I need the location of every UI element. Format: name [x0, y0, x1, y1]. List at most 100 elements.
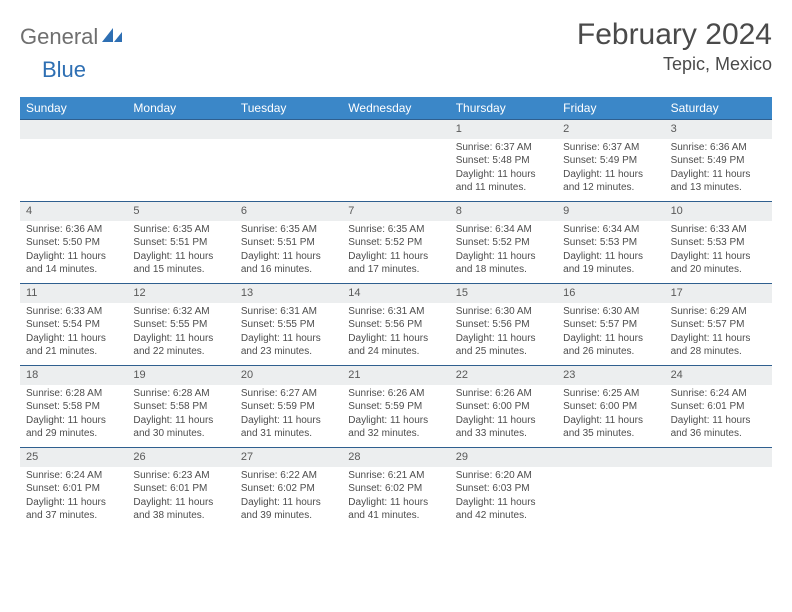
daylight-text-1: Daylight: 11 hours — [348, 414, 443, 428]
sunrise-text: Sunrise: 6:35 AM — [133, 223, 228, 237]
daylight-text-1: Daylight: 11 hours — [241, 414, 336, 428]
daylight-text-2: and 21 minutes. — [26, 345, 121, 359]
day-number: 11 — [20, 283, 127, 303]
sunset-text: Sunset: 6:00 PM — [456, 400, 551, 414]
day-cell: 24Sunrise: 6:24 AMSunset: 6:01 PMDayligh… — [665, 365, 772, 447]
daylight-text-1: Daylight: 11 hours — [348, 332, 443, 346]
day-cell: 14Sunrise: 6:31 AMSunset: 5:56 PMDayligh… — [342, 283, 449, 365]
day-number: 21 — [342, 365, 449, 385]
day-details: Sunrise: 6:21 AMSunset: 6:02 PMDaylight:… — [342, 467, 449, 529]
sunrise-text: Sunrise: 6:37 AM — [563, 141, 658, 155]
daylight-text-2: and 17 minutes. — [348, 263, 443, 277]
daylight-text-1: Daylight: 11 hours — [563, 168, 658, 182]
sunrise-text: Sunrise: 6:33 AM — [26, 305, 121, 319]
weekday-header: Tuesday — [235, 97, 342, 119]
sunset-text: Sunset: 5:55 PM — [241, 318, 336, 332]
sunrise-text: Sunrise: 6:30 AM — [456, 305, 551, 319]
location-label: Tepic, Mexico — [577, 54, 772, 75]
sunrise-text: Sunrise: 6:36 AM — [671, 141, 766, 155]
day-cell: 28Sunrise: 6:21 AMSunset: 6:02 PMDayligh… — [342, 447, 449, 529]
daylight-text-2: and 32 minutes. — [348, 427, 443, 441]
sunset-text: Sunset: 5:49 PM — [671, 154, 766, 168]
day-number: 25 — [20, 447, 127, 467]
daylight-text-1: Daylight: 11 hours — [241, 250, 336, 264]
sunrise-text: Sunrise: 6:29 AM — [671, 305, 766, 319]
calendar-body: 1Sunrise: 6:37 AMSunset: 5:48 PMDaylight… — [20, 119, 772, 529]
day-number: 3 — [665, 119, 772, 139]
weekday-header: Thursday — [450, 97, 557, 119]
day-number: 2 — [557, 119, 664, 139]
day-details: Sunrise: 6:27 AMSunset: 5:59 PMDaylight:… — [235, 385, 342, 447]
daylight-text-1: Daylight: 11 hours — [241, 332, 336, 346]
empty-day-cell — [665, 447, 772, 529]
weekday-header: Saturday — [665, 97, 772, 119]
day-details: Sunrise: 6:25 AMSunset: 6:00 PMDaylight:… — [557, 385, 664, 447]
day-number: 26 — [127, 447, 234, 467]
daylight-text-2: and 33 minutes. — [456, 427, 551, 441]
empty-day-cell — [127, 119, 234, 201]
day-details: Sunrise: 6:24 AMSunset: 6:01 PMDaylight:… — [20, 467, 127, 529]
day-cell: 3Sunrise: 6:36 AMSunset: 5:49 PMDaylight… — [665, 119, 772, 201]
day-number: 28 — [342, 447, 449, 467]
daylight-text-2: and 38 minutes. — [133, 509, 228, 523]
day-details — [557, 467, 664, 527]
daylight-text-2: and 30 minutes. — [133, 427, 228, 441]
daylight-text-2: and 31 minutes. — [241, 427, 336, 441]
empty-day-cell — [342, 119, 449, 201]
day-details: Sunrise: 6:30 AMSunset: 5:57 PMDaylight:… — [557, 303, 664, 365]
sunset-text: Sunset: 6:03 PM — [456, 482, 551, 496]
day-details: Sunrise: 6:35 AMSunset: 5:51 PMDaylight:… — [127, 221, 234, 283]
day-cell: 9Sunrise: 6:34 AMSunset: 5:53 PMDaylight… — [557, 201, 664, 283]
daylight-text-2: and 41 minutes. — [348, 509, 443, 523]
sunset-text: Sunset: 6:02 PM — [348, 482, 443, 496]
weekday-header-row: SundayMondayTuesdayWednesdayThursdayFrid… — [20, 97, 772, 119]
day-details — [665, 467, 772, 527]
sunrise-text: Sunrise: 6:24 AM — [26, 469, 121, 483]
day-number — [557, 447, 664, 467]
sunset-text: Sunset: 5:51 PM — [241, 236, 336, 250]
day-cell: 17Sunrise: 6:29 AMSunset: 5:57 PMDayligh… — [665, 283, 772, 365]
week-row: 11Sunrise: 6:33 AMSunset: 5:54 PMDayligh… — [20, 283, 772, 365]
brand-text-2: Blue — [42, 57, 86, 83]
daylight-text-1: Daylight: 11 hours — [26, 414, 121, 428]
day-details: Sunrise: 6:26 AMSunset: 5:59 PMDaylight:… — [342, 385, 449, 447]
day-details: Sunrise: 6:35 AMSunset: 5:51 PMDaylight:… — [235, 221, 342, 283]
sunrise-text: Sunrise: 6:28 AM — [133, 387, 228, 401]
day-cell: 25Sunrise: 6:24 AMSunset: 6:01 PMDayligh… — [20, 447, 127, 529]
sunset-text: Sunset: 5:52 PM — [456, 236, 551, 250]
day-cell: 22Sunrise: 6:26 AMSunset: 6:00 PMDayligh… — [450, 365, 557, 447]
day-number: 14 — [342, 283, 449, 303]
daylight-text-2: and 22 minutes. — [133, 345, 228, 359]
day-cell: 6Sunrise: 6:35 AMSunset: 5:51 PMDaylight… — [235, 201, 342, 283]
day-cell: 27Sunrise: 6:22 AMSunset: 6:02 PMDayligh… — [235, 447, 342, 529]
day-number: 15 — [450, 283, 557, 303]
daylight-text-2: and 11 minutes. — [456, 181, 551, 195]
daylight-text-2: and 25 minutes. — [456, 345, 551, 359]
day-details: Sunrise: 6:36 AMSunset: 5:49 PMDaylight:… — [665, 139, 772, 201]
sunset-text: Sunset: 6:02 PM — [241, 482, 336, 496]
empty-day-cell — [235, 119, 342, 201]
daylight-text-1: Daylight: 11 hours — [26, 332, 121, 346]
day-cell: 1Sunrise: 6:37 AMSunset: 5:48 PMDaylight… — [450, 119, 557, 201]
day-cell: 7Sunrise: 6:35 AMSunset: 5:52 PMDaylight… — [342, 201, 449, 283]
day-cell: 13Sunrise: 6:31 AMSunset: 5:55 PMDayligh… — [235, 283, 342, 365]
sunset-text: Sunset: 6:01 PM — [671, 400, 766, 414]
brand-sail-icon — [102, 26, 124, 49]
sunrise-text: Sunrise: 6:24 AM — [671, 387, 766, 401]
daylight-text-2: and 15 minutes. — [133, 263, 228, 277]
daylight-text-1: Daylight: 11 hours — [348, 250, 443, 264]
day-details: Sunrise: 6:37 AMSunset: 5:48 PMDaylight:… — [450, 139, 557, 201]
sunrise-text: Sunrise: 6:27 AM — [241, 387, 336, 401]
sunrise-text: Sunrise: 6:34 AM — [456, 223, 551, 237]
weekday-header: Monday — [127, 97, 234, 119]
day-cell: 8Sunrise: 6:34 AMSunset: 5:52 PMDaylight… — [450, 201, 557, 283]
daylight-text-2: and 18 minutes. — [456, 263, 551, 277]
sunrise-text: Sunrise: 6:22 AM — [241, 469, 336, 483]
day-number: 19 — [127, 365, 234, 385]
daylight-text-2: and 42 minutes. — [456, 509, 551, 523]
sunset-text: Sunset: 5:48 PM — [456, 154, 551, 168]
day-details: Sunrise: 6:24 AMSunset: 6:01 PMDaylight:… — [665, 385, 772, 447]
day-cell: 16Sunrise: 6:30 AMSunset: 5:57 PMDayligh… — [557, 283, 664, 365]
month-title: February 2024 — [577, 18, 772, 52]
sunrise-text: Sunrise: 6:25 AM — [563, 387, 658, 401]
